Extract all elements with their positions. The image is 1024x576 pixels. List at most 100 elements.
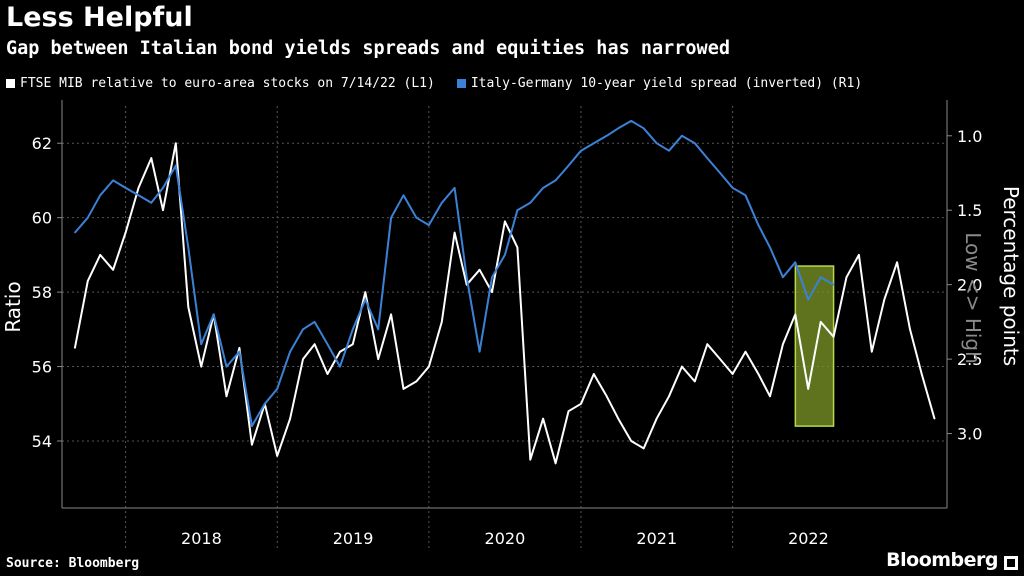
- point-ftse: [858, 254, 860, 256]
- series-line-spread: [74, 119, 835, 428]
- point-spread: [465, 276, 468, 279]
- point-ftse: [238, 347, 241, 349]
- low-high-annotation: Low <> High: [961, 232, 985, 364]
- point-spread: [313, 321, 316, 323]
- point-ftse: [794, 313, 797, 316]
- point-spread: [440, 201, 443, 204]
- point-ftse: [605, 395, 608, 398]
- point-ftse: [440, 321, 443, 323]
- point-ftse: [74, 347, 76, 349]
- legend-label-ftse: FTSE MIB relative to euro-area stocks on…: [20, 76, 435, 91]
- point-ftse: [99, 254, 102, 256]
- point-ftse: [655, 417, 658, 420]
- point-ftse: [326, 373, 329, 375]
- point-spread: [162, 187, 164, 189]
- point-ftse: [352, 343, 354, 346]
- point-ftse: [567, 410, 570, 413]
- legend-item-spread: Italy-Germany 10-year yield spread (inve…: [456, 76, 863, 91]
- point-spread: [86, 216, 89, 219]
- series-lines: [73, 119, 936, 465]
- point-spread: [630, 120, 633, 122]
- bloomberg-logo: Bloomberg: [886, 549, 998, 571]
- legend-item-ftse: FTSE MIB relative to euro-area stocks on…: [6, 76, 435, 91]
- point-ftse: [896, 261, 898, 264]
- point-ftse: [642, 447, 645, 450]
- source-note: Source: Bloomberg: [6, 556, 140, 571]
- point-ftse: [150, 157, 153, 159]
- legend-label-spread: Italy-Germany 10-year yield spread (inve…: [470, 76, 863, 91]
- point-ftse: [478, 268, 481, 271]
- point-ftse: [86, 280, 89, 282]
- left-tick-label: 58: [32, 283, 52, 302]
- point-ftse: [554, 462, 557, 465]
- chart-legend: FTSE MIB relative to euro-area stocks on…: [6, 76, 862, 91]
- legend-swatch-white: [6, 79, 15, 88]
- point-spread: [794, 261, 797, 264]
- point-spread: [112, 179, 114, 182]
- point-ftse: [124, 231, 127, 234]
- point-spread: [769, 246, 771, 249]
- x-tick-label: 2022: [788, 529, 829, 548]
- point-ftse: [769, 395, 771, 398]
- right-tick-label: 1.5: [957, 201, 982, 220]
- point-ftse: [617, 417, 620, 420]
- point-spread: [428, 224, 430, 226]
- point-spread: [390, 216, 392, 219]
- point-spread: [731, 187, 734, 189]
- point-ftse: [390, 313, 392, 316]
- point-spread: [187, 246, 190, 249]
- point-spread: [655, 142, 658, 145]
- point-ftse: [112, 268, 114, 271]
- point-spread: [668, 149, 670, 152]
- point-spread: [832, 283, 835, 286]
- point-ftse: [630, 440, 633, 442]
- point-ftse: [668, 395, 670, 398]
- x-tick-label: 2019: [333, 529, 374, 548]
- point-spread: [74, 231, 76, 234]
- point-spread: [693, 142, 696, 145]
- point-spread: [605, 134, 608, 137]
- axes-group: [57, 100, 952, 509]
- point-spread: [150, 201, 153, 204]
- point-ftse: [453, 231, 456, 234]
- point-spread: [757, 224, 760, 226]
- point-spread: [617, 127, 620, 130]
- y-axis-title-left: Ratio: [1, 281, 25, 332]
- point-spread: [124, 187, 127, 189]
- axis-labels: 54 56 58 60 62 1.0 1.5 2.0 2.5 3.0 2018 2019 2020 202…: [1, 127, 1023, 548]
- point-ftse: [719, 358, 721, 360]
- point-ftse: [832, 335, 835, 338]
- point-spread: [681, 134, 683, 137]
- point-spread: [744, 194, 747, 197]
- point-ftse: [744, 350, 747, 353]
- point-ftse: [883, 298, 886, 301]
- point-spread: [238, 350, 241, 353]
- point-spread: [289, 350, 291, 353]
- point-ftse: [491, 291, 493, 293]
- point-spread: [542, 187, 544, 189]
- point-spread: [504, 254, 506, 256]
- chart-subtitle: Gap between Italian bond yields spreads …: [6, 38, 730, 59]
- point-ftse: [757, 373, 760, 375]
- right-tick-label: 1.0: [957, 127, 982, 146]
- point-spread: [225, 365, 228, 368]
- point-ftse: [580, 402, 582, 405]
- point-spread: [377, 328, 379, 331]
- point-spread: [529, 201, 532, 204]
- point-spread: [175, 164, 177, 167]
- left-tick-label: 56: [32, 358, 52, 377]
- left-tick-label: 62: [32, 134, 52, 153]
- point-spread: [642, 127, 645, 130]
- point-ftse: [289, 417, 291, 420]
- point-ftse: [593, 373, 595, 375]
- point-ftse: [819, 321, 822, 323]
- right-tick-label: 2.0: [957, 276, 982, 295]
- point-ftse: [870, 350, 873, 353]
- point-spread: [554, 179, 557, 182]
- point-ftse: [175, 142, 177, 145]
- point-spread: [516, 209, 519, 212]
- point-ftse: [276, 455, 279, 457]
- point-ftse: [339, 350, 341, 353]
- point-spread: [819, 276, 822, 279]
- point-spread: [491, 276, 493, 279]
